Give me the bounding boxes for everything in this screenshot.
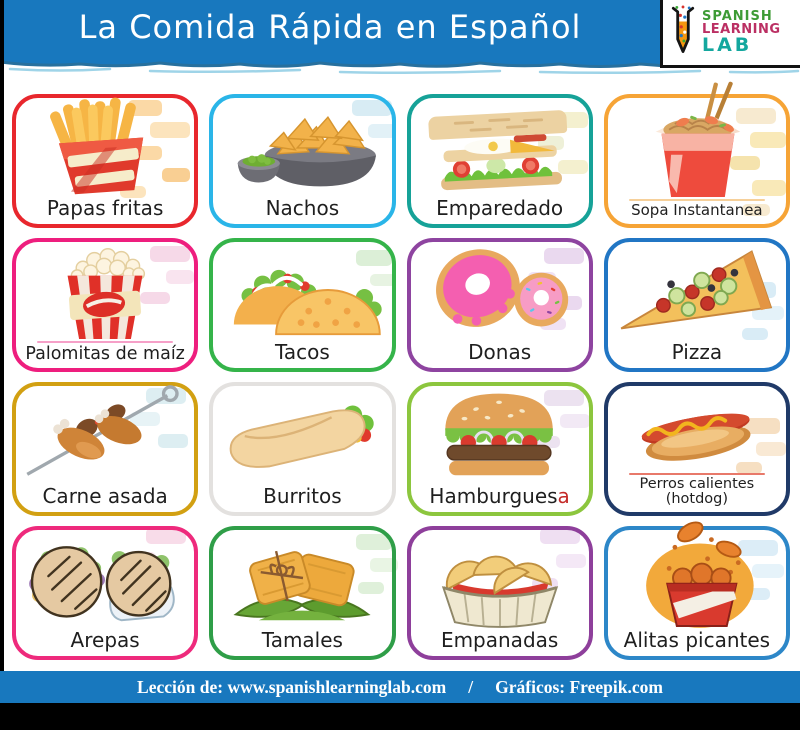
pizza-slice-image xyxy=(620,250,773,330)
sandwich-image xyxy=(428,110,567,191)
card-label: Donas xyxy=(468,340,532,364)
label-line2: (hotdog) xyxy=(665,490,729,507)
hamburger-image xyxy=(444,393,553,476)
card-carne-asada: Carne asada xyxy=(12,382,199,516)
card-donas: Donas xyxy=(406,238,593,372)
card-label: Tamales xyxy=(261,628,343,652)
label-underline xyxy=(629,472,765,475)
card-label: Palomitas de maíz xyxy=(25,343,185,364)
card-label: Pizza xyxy=(671,340,723,364)
meat-skewer-image xyxy=(26,385,179,476)
card-tamales: Tamales xyxy=(209,526,396,660)
card-emparedado: Emparedado xyxy=(406,94,593,228)
card-label: Carne asada xyxy=(42,484,168,508)
label-underline xyxy=(629,199,765,202)
tacos-image xyxy=(234,269,383,336)
card-empanadas: Empanadas xyxy=(406,526,593,660)
card-pizza: Pizza xyxy=(603,238,790,372)
popcorn-bucket-image xyxy=(67,247,146,339)
page-title: La Comida Rápida en Español xyxy=(78,8,582,46)
logo-word-learning: LEARNING xyxy=(702,21,781,37)
tamales-image xyxy=(233,550,371,621)
graphics-credit: Gráficos: Freepik.com xyxy=(495,676,663,697)
donuts-image xyxy=(435,249,568,327)
card-label: Arepas xyxy=(70,628,140,652)
label-underline xyxy=(37,340,173,343)
burrito-image xyxy=(230,405,375,468)
card-burritos: Burritos xyxy=(209,382,396,516)
spanish-learning-lab-logo: SPANISH LEARNING LAB xyxy=(660,0,800,68)
bottom-black-strip xyxy=(0,703,800,730)
card-label: Hamburguesa xyxy=(429,486,569,507)
card-nachos: Nachos xyxy=(209,94,396,228)
logo-word-spanish: SPANISH xyxy=(702,8,773,24)
card-alitas-picantes: Alitas picantes xyxy=(603,521,790,660)
card-label: Perros calientes (hotdog) xyxy=(639,475,755,507)
french-fries-image xyxy=(50,97,144,195)
instant-noodle-box-image xyxy=(655,81,741,198)
card-papas-fritas: Papas fritas xyxy=(12,94,199,228)
card-label: Burritos xyxy=(263,484,342,508)
label-main: Hamburgues xyxy=(429,484,558,508)
card-label: Nachos xyxy=(265,196,340,220)
left-black-strip xyxy=(0,0,4,671)
credit-separator: / xyxy=(468,676,474,697)
card-palomitas: Palomitas de maíz xyxy=(12,238,199,372)
test-tube-pencil-icon xyxy=(671,5,695,53)
card-sopa-instantanea: Sopa Instantanea xyxy=(603,81,790,228)
card-label: Alitas picantes xyxy=(623,628,771,652)
card-hamburguesa: Hamburguesa xyxy=(406,382,593,516)
food-card-grid: Papas fritas xyxy=(12,81,790,660)
arepas-image xyxy=(29,546,175,622)
hot-dog-image xyxy=(641,413,751,461)
empanadas-basket-image xyxy=(441,555,558,628)
card-label: Tacos xyxy=(274,340,330,364)
chicken-wings-image xyxy=(645,521,754,628)
footer-credits-bar: Lección de: www.spanishlearninglab.com /… xyxy=(0,671,800,703)
card-arepas: Arepas xyxy=(12,526,199,660)
card-label: Emparedado xyxy=(436,196,564,220)
card-label: Empanadas xyxy=(440,628,559,652)
label-accent: a xyxy=(557,484,570,508)
card-tacos: Tacos xyxy=(209,238,396,372)
card-perros-calientes: Perros calientes (hotdog) xyxy=(603,382,790,516)
nachos-image xyxy=(238,116,377,187)
logo-wordmark: SPANISH LEARNING LAB xyxy=(702,8,781,57)
logo-word-lab: LAB xyxy=(702,34,753,57)
label-line1: Perros calientes xyxy=(639,475,755,492)
lesson-credit: Lección de: www.spanishlearninglab.com xyxy=(137,676,447,697)
card-label: Papas fritas xyxy=(46,196,164,220)
card-label: Sopa Instantanea xyxy=(631,201,763,220)
